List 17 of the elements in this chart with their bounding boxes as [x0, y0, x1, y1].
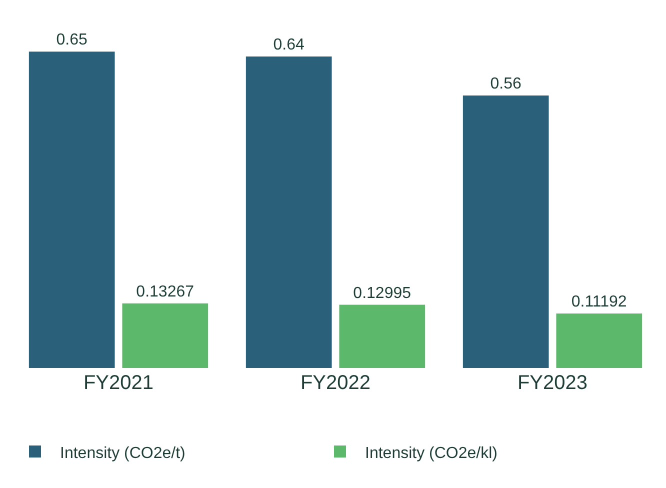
x-tick-label: FY2021 — [83, 372, 154, 394]
bar — [28, 52, 115, 368]
x-tick-label: FY2022 — [300, 372, 371, 394]
legend-label: Intensity (CO2e/t) — [60, 444, 186, 462]
bar — [462, 95, 549, 368]
data-label: 0.13267 — [136, 283, 194, 300]
bar — [246, 56, 332, 368]
bar — [556, 314, 642, 368]
data-label: 0.64 — [273, 36, 304, 54]
data-label: 0.12995 — [353, 284, 412, 302]
data-label: 0.65 — [56, 32, 88, 49]
bar — [339, 304, 426, 368]
data-label: 0.56 — [490, 75, 522, 92]
data-label: 0.11192 — [571, 294, 627, 311]
bar — [122, 303, 208, 368]
legend-label: Intensity (CO2e/kl) — [365, 444, 498, 462]
x-tick-label: FY2023 — [517, 372, 588, 394]
